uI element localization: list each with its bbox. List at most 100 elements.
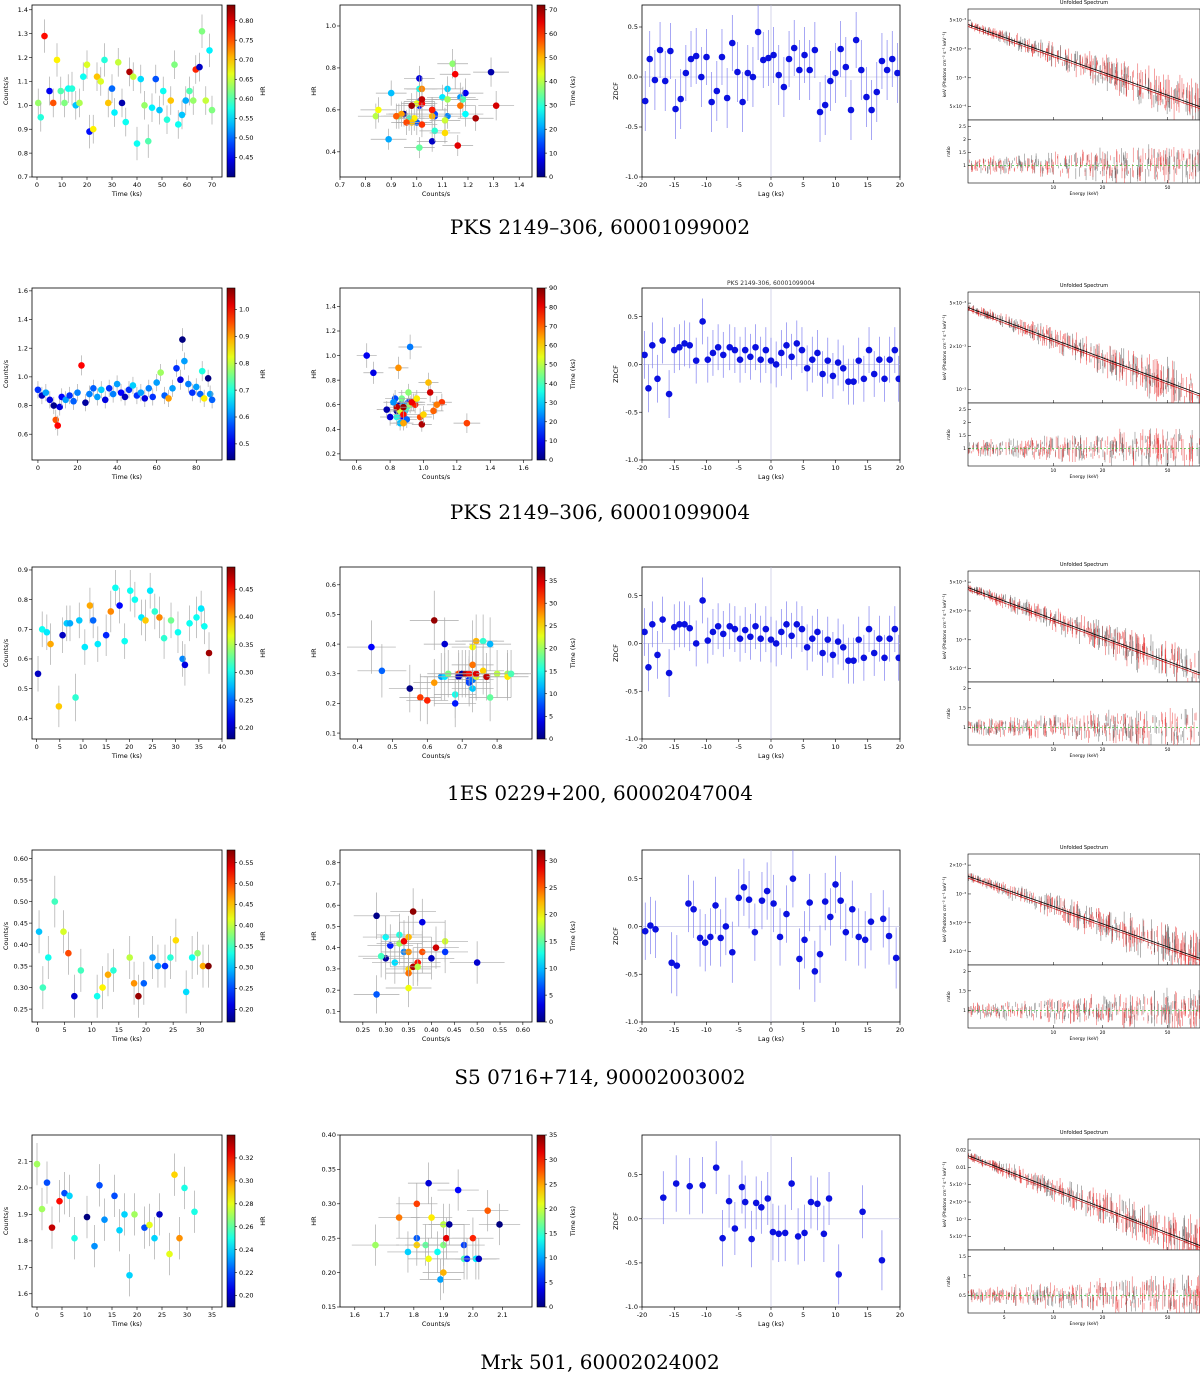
- data-point: [487, 641, 494, 648]
- data-point: [788, 354, 795, 361]
- data-point: [177, 376, 184, 383]
- y-tick-label: 1.4: [18, 316, 28, 324]
- colorbar-tick-label: 60: [549, 30, 557, 38]
- data-point: [54, 57, 61, 64]
- data-point: [783, 621, 790, 628]
- data-point: [199, 28, 206, 35]
- data-point: [417, 694, 424, 701]
- x-tick-label: 30: [108, 181, 116, 189]
- y-tick-label: 0.35: [14, 962, 28, 970]
- data-point: [43, 389, 50, 396]
- x-tick-label: -10: [701, 743, 712, 751]
- spectrum-frame: [968, 9, 1200, 120]
- data-point: [783, 342, 790, 349]
- data-point: [752, 344, 759, 351]
- data-point: [175, 121, 182, 128]
- y-tick-label: 10⁻³: [956, 387, 966, 393]
- x-tick-label: 40: [133, 181, 141, 189]
- data-point: [704, 356, 711, 363]
- data-point: [66, 392, 73, 399]
- x-tick-label: 35: [195, 743, 203, 751]
- x-tick-label: 0.35: [401, 1026, 415, 1034]
- y-tick-label: 0.6: [18, 655, 28, 663]
- colorbar-tick-label: 5: [549, 991, 553, 999]
- x-axis-label: Counts/s: [422, 752, 451, 760]
- colorbar-tick-label: 50: [549, 361, 557, 369]
- x-tick-label: 10: [83, 1311, 91, 1319]
- colorbar-tick-label: 0.9: [239, 333, 249, 341]
- colorbar-tick-label: 0.7: [239, 386, 249, 394]
- x-tick-label: 1.3: [488, 181, 498, 189]
- colorbar-tick-label: 90: [549, 284, 557, 292]
- data-point: [719, 54, 726, 61]
- x-tick-label: 20: [896, 1026, 904, 1034]
- ratio-tick-label: 1.5: [959, 988, 966, 994]
- x-tick-label: 0.25: [356, 1026, 370, 1034]
- data-point: [830, 652, 837, 659]
- data-point: [796, 956, 803, 963]
- x-tick-label: -20: [637, 181, 648, 189]
- data-point: [147, 587, 154, 594]
- data-point: [201, 395, 208, 402]
- x-tick-label: 20: [125, 743, 133, 751]
- data-point: [410, 908, 417, 915]
- y-tick-label: 0.5: [628, 875, 638, 883]
- data-point: [723, 923, 730, 930]
- data-point: [796, 67, 803, 74]
- ratio-frame: [968, 403, 1200, 466]
- data-point: [414, 395, 421, 402]
- y-tick-label: 0.8: [326, 376, 336, 384]
- data-point: [817, 951, 824, 958]
- data-point: [155, 963, 162, 970]
- x-tick-label: 1.6: [518, 464, 528, 472]
- data-point: [742, 347, 749, 354]
- x-tick-label: 10: [1051, 1030, 1057, 1036]
- x-tick-label: 25: [158, 1311, 166, 1319]
- x-tick-label: 1.2: [463, 181, 473, 189]
- x-tick-label: 5: [801, 181, 805, 189]
- colorbar-tick-label: 0.30: [239, 964, 253, 972]
- x-axis-label: Lag (ks): [758, 473, 784, 481]
- data-point: [735, 894, 742, 901]
- colorbar-tick-label: 50: [549, 54, 557, 62]
- data-point: [850, 378, 857, 385]
- data-point: [686, 625, 693, 632]
- data-point: [654, 375, 661, 382]
- data-point: [835, 638, 842, 645]
- data-point: [773, 640, 780, 647]
- data-point: [193, 614, 200, 621]
- x-tick-label: 15: [864, 1026, 872, 1034]
- x-tick-label: 25: [169, 1026, 177, 1034]
- data-point: [152, 76, 159, 83]
- x-tick-label: 0: [35, 1311, 39, 1319]
- colorbar-tick-label: 0.55: [239, 859, 253, 867]
- x-tick-label: 0.30: [378, 1026, 392, 1034]
- y-tick-label: 0.1: [326, 729, 336, 737]
- y-axis-label: HR: [310, 369, 318, 379]
- colorbar-label: HR: [259, 931, 267, 941]
- colorbar-tick-label: 25: [549, 884, 557, 892]
- y-axis-label: keV (Photons cm⁻² s⁻¹ keV⁻¹): [942, 593, 948, 659]
- y-tick-label: 1.8: [18, 1237, 28, 1245]
- data-point: [886, 356, 893, 363]
- data-point: [141, 980, 148, 987]
- y-tick-label: 0.40: [14, 941, 28, 949]
- data-point: [165, 395, 172, 402]
- data-point: [102, 397, 109, 404]
- data-point: [142, 395, 149, 402]
- x-tick-label: 60: [183, 181, 191, 189]
- data-point: [827, 914, 834, 921]
- data-point: [710, 350, 717, 357]
- data-point: [132, 596, 139, 603]
- data-point: [156, 107, 163, 114]
- plot-frame: [340, 567, 532, 739]
- y-tick-label: 0.45: [14, 919, 28, 927]
- data-point: [686, 342, 693, 349]
- data-point: [444, 96, 451, 103]
- data-point: [824, 636, 831, 643]
